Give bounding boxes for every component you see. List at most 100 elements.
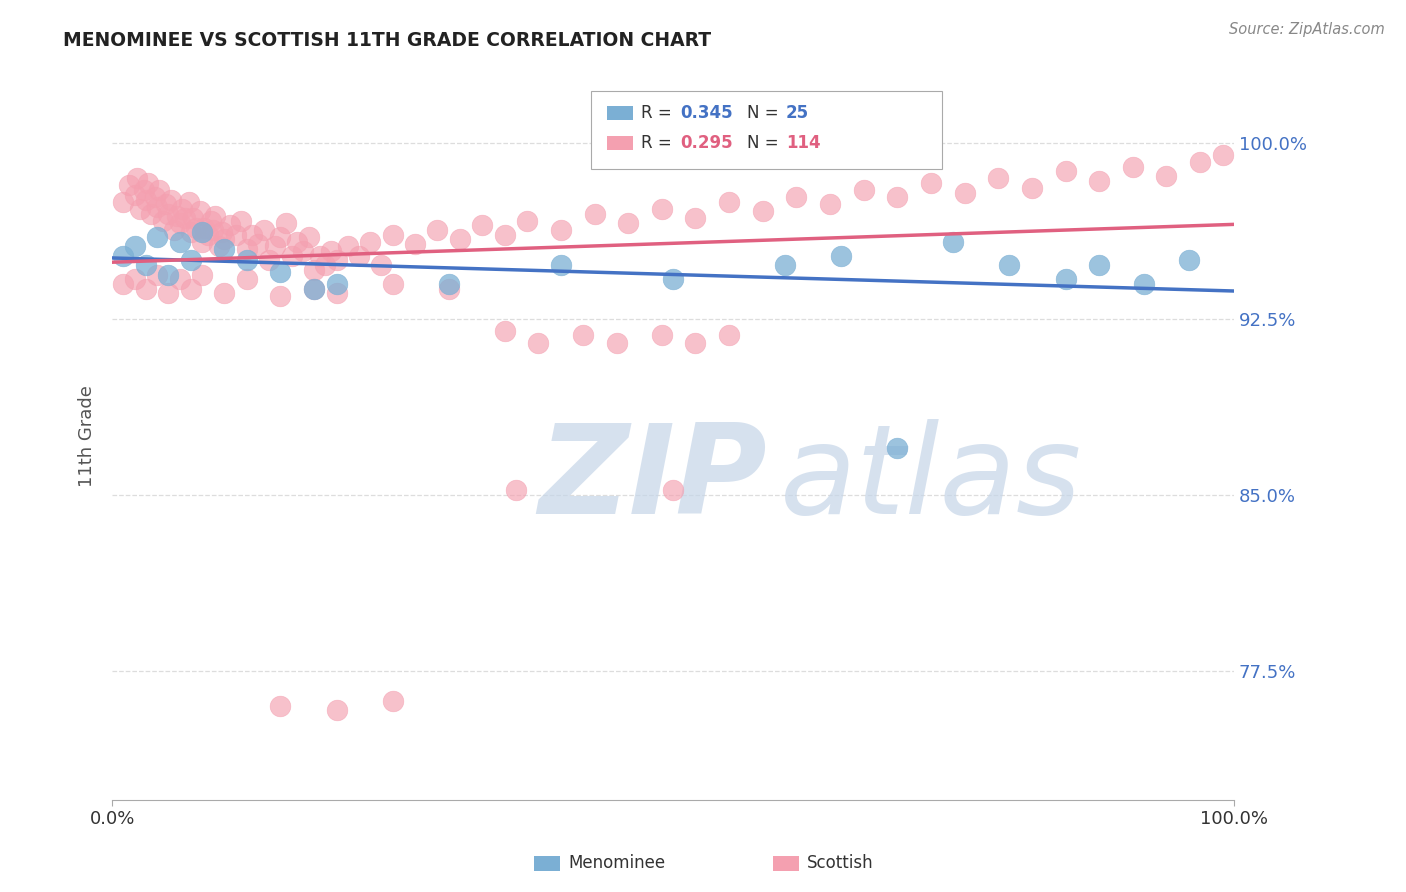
Point [325, 286, 347, 301]
Point [471, 219, 494, 233]
Point [1189, 155, 1212, 169]
Point [200, 213, 222, 227]
Point [157, 286, 180, 301]
Point [998, 258, 1021, 272]
Point [583, 206, 606, 220]
Point [302, 282, 325, 296]
Point [269, 698, 291, 713]
Point [325, 253, 347, 268]
Point [651, 202, 673, 216]
Point [191, 225, 214, 239]
Point [785, 190, 807, 204]
Text: MENOMINEE VS SCOTTISH 11TH GRADE CORRELATION CHART: MENOMINEE VS SCOTTISH 11TH GRADE CORRELA… [63, 31, 711, 50]
Point [124, 187, 146, 202]
Point [1054, 164, 1077, 178]
Point [129, 202, 152, 216]
Point [219, 219, 242, 233]
Point [437, 282, 460, 296]
Point [146, 200, 169, 214]
Point [550, 223, 572, 237]
Point [225, 227, 247, 242]
Point [174, 211, 197, 226]
Point [942, 235, 965, 249]
Point [325, 703, 347, 717]
Point [527, 335, 550, 350]
Point [662, 272, 685, 286]
Point [193, 220, 215, 235]
Point [505, 483, 527, 498]
Point [191, 235, 214, 249]
Point [170, 202, 193, 216]
Point [181, 211, 204, 226]
Point [135, 258, 157, 272]
Point [197, 227, 219, 242]
Point [146, 268, 169, 282]
Point [136, 176, 159, 190]
Point [685, 211, 707, 226]
Point [141, 206, 163, 220]
Point [920, 176, 942, 190]
Point [449, 232, 471, 246]
Point [1088, 258, 1111, 272]
Point [1156, 169, 1178, 183]
Point [662, 483, 685, 498]
Point [830, 249, 852, 263]
Point [166, 209, 188, 223]
Point [1212, 148, 1234, 162]
Point [437, 277, 460, 291]
Point [112, 249, 135, 263]
Point [1178, 253, 1201, 268]
Point [169, 272, 191, 286]
Point [204, 209, 226, 223]
Point [886, 190, 908, 204]
Point [231, 213, 253, 227]
Text: 114: 114 [786, 134, 821, 152]
Point [359, 235, 381, 249]
Point [297, 230, 319, 244]
Text: N =: N = [747, 134, 783, 152]
Point [325, 277, 347, 291]
Point [125, 171, 148, 186]
Point [370, 258, 392, 272]
Point [135, 193, 157, 207]
Point [191, 268, 214, 282]
Point [280, 249, 302, 263]
Point [818, 197, 841, 211]
Point [169, 216, 191, 230]
Point [1054, 272, 1077, 286]
Point [148, 183, 170, 197]
Point [291, 244, 314, 259]
Point [314, 258, 336, 272]
Point [302, 282, 325, 296]
Point [773, 258, 796, 272]
Point [606, 335, 628, 350]
Point [214, 286, 236, 301]
Point [159, 193, 181, 207]
Point [259, 253, 281, 268]
Text: Menominee: Menominee [568, 855, 665, 872]
Point [987, 171, 1010, 186]
Point [347, 249, 370, 263]
Point [186, 220, 208, 235]
Point [236, 253, 259, 268]
Point [214, 232, 236, 246]
Point [1133, 277, 1156, 291]
Y-axis label: 11th Grade: 11th Grade [79, 385, 96, 487]
Point [494, 227, 516, 242]
Point [253, 223, 276, 237]
Point [319, 244, 342, 259]
Point [180, 253, 202, 268]
Point [1088, 174, 1111, 188]
Point [269, 230, 291, 244]
Text: 25: 25 [786, 104, 808, 122]
Text: ZIP: ZIP [538, 419, 768, 541]
Point [516, 213, 538, 227]
Point [180, 282, 202, 296]
Point [381, 277, 404, 291]
Point [202, 223, 225, 237]
Point [718, 194, 741, 209]
Point [135, 282, 157, 296]
Point [169, 235, 191, 249]
Point [302, 263, 325, 277]
Point [274, 216, 297, 230]
